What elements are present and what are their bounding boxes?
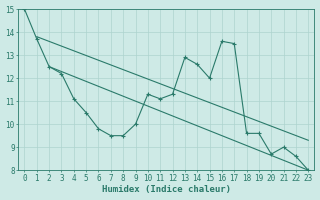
X-axis label: Humidex (Indice chaleur): Humidex (Indice chaleur): [102, 185, 231, 194]
